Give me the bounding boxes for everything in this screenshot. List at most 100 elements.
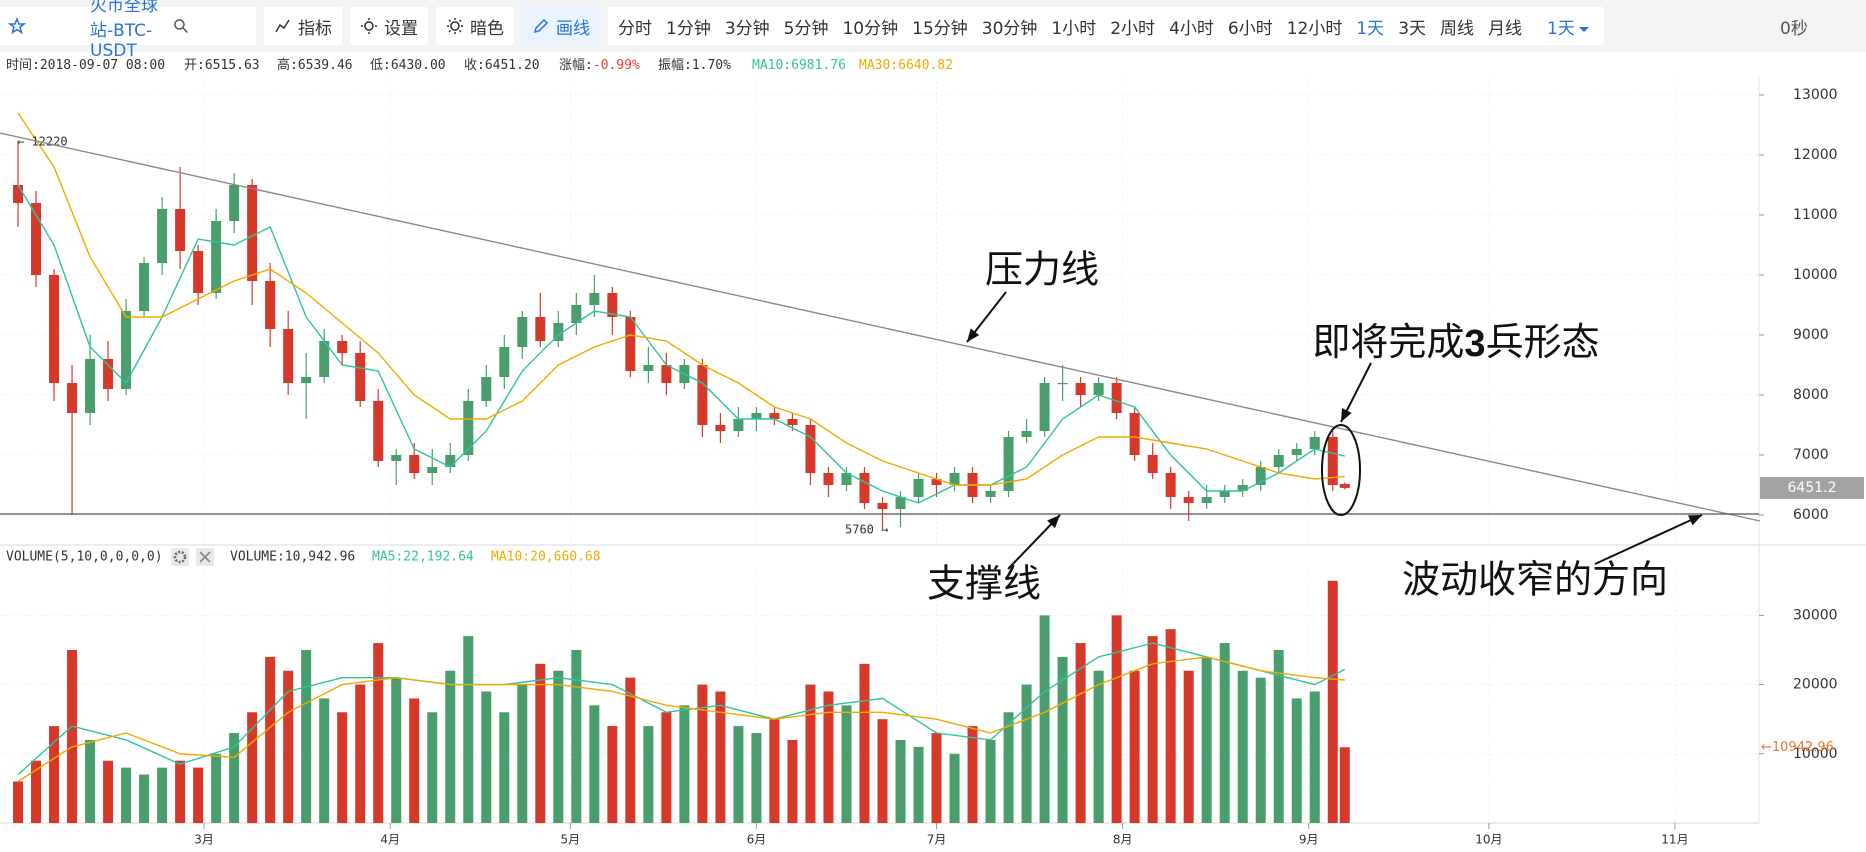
interval-button[interactable]: 3分钟 <box>724 18 770 39</box>
candle-body <box>1003 437 1014 491</box>
arrow-head <box>1047 515 1060 529</box>
interval-button[interactable]: 周线 <box>1440 18 1475 39</box>
info-value: 1.70% <box>692 58 731 73</box>
tool-button[interactable]: 暗色 <box>436 7 514 45</box>
interval-button[interactable]: 12小时 <box>1286 18 1343 39</box>
candle-body <box>409 455 420 473</box>
candle-body <box>139 263 150 311</box>
info-label: 低: <box>370 58 391 73</box>
interval-button[interactable]: 月线 <box>1488 18 1523 39</box>
volume-bar <box>787 739 798 823</box>
candle-body <box>769 413 780 419</box>
low-label: 5760 → <box>845 523 888 537</box>
candle-body <box>193 251 204 293</box>
candle-body <box>1339 484 1350 488</box>
icon <box>532 17 550 35</box>
price-tag: 6451.2 <box>1788 480 1837 496</box>
y-tick-label: 13000 <box>1793 87 1838 103</box>
candle-body <box>85 359 96 413</box>
candle-body <box>247 185 258 281</box>
candle-body <box>121 311 132 389</box>
interval-button[interactable]: 分时 <box>618 18 652 39</box>
tool-button[interactable]: 指标 <box>264 7 342 45</box>
volume-bar <box>607 726 618 823</box>
candle-body <box>1075 383 1086 395</box>
ma-line <box>17 112 1345 486</box>
close-icon[interactable] <box>196 548 214 566</box>
arrow <box>1594 514 1703 565</box>
volume-bar <box>391 677 402 823</box>
interval-button[interactable]: 2小时 <box>1110 18 1156 39</box>
info-label: 高: <box>277 57 298 73</box>
interval-button[interactable]: 1分钟 <box>666 18 711 39</box>
settings-icon[interactable] <box>171 548 189 566</box>
volume-bar <box>265 656 276 823</box>
x-tick-label: 10月 <box>1475 833 1502 847</box>
interval-button[interactable]: 5分钟 <box>783 18 829 39</box>
interval-button[interactable]: 15分钟 <box>912 18 968 39</box>
resistance-line <box>0 132 1761 522</box>
icon <box>360 17 378 35</box>
volume-bar <box>121 767 132 823</box>
volume-bar <box>985 739 996 823</box>
pattern-note-part: 即将完成 <box>1312 322 1464 364</box>
volume-bar <box>1327 580 1338 823</box>
interval-dropdown[interactable]: 1天 <box>1529 14 1601 39</box>
interval-button[interactable]: 6小时 <box>1227 18 1273 39</box>
interval-button[interactable]: 10分钟 <box>842 18 899 39</box>
volume-bar <box>427 712 438 823</box>
candle-body <box>211 221 222 293</box>
interval-button[interactable]: 1小时 <box>1051 18 1097 39</box>
tool-button[interactable]: 画线 <box>522 7 600 45</box>
candle-body <box>1021 431 1032 437</box>
annotation: 压力线 <box>985 250 1099 292</box>
y-tick-label: 10000 <box>1793 746 1838 762</box>
candle-body <box>697 365 708 425</box>
volume-bar <box>1021 684 1032 823</box>
interval-group: 分时 1分钟 3分钟 5分钟 10分钟 15分钟 30分钟 1小时 2小时 4小时 6小时 12小时 1… <box>608 7 1604 45</box>
candle-body <box>1111 383 1122 413</box>
y-tick-label: 8000 <box>1793 387 1829 403</box>
volume-bar <box>463 636 474 823</box>
volume-bar <box>499 712 510 823</box>
volume-bar <box>481 691 492 823</box>
volume-bar <box>697 684 708 823</box>
symbol: 火币全球站-BTC-USDT <box>90 0 158 61</box>
tool-label: 设置 <box>384 18 418 39</box>
volume-bar <box>895 739 906 823</box>
interval-button[interactable]: 3天 <box>1398 18 1427 39</box>
candle-body <box>913 479 924 497</box>
candle-body <box>373 401 384 461</box>
candle-body <box>1219 491 1230 497</box>
candle-body <box>877 503 888 509</box>
candle-body <box>31 203 42 275</box>
icon <box>446 17 464 35</box>
interval-button[interactable]: 4小时 <box>1169 18 1214 39</box>
info-value: -0.99% <box>593 58 640 73</box>
candle-body <box>49 275 60 383</box>
candle-body <box>283 329 294 383</box>
volume-bar <box>679 705 690 823</box>
tool-button[interactable]: 设置 <box>350 7 428 45</box>
tool-label: 暗色 <box>470 18 504 39</box>
volume-bar <box>31 760 42 823</box>
candle-body <box>661 365 672 383</box>
ohlc-info: 时间:2018-09-07 08:00 开:6515.63 高:6539.46 低:6… <box>6 57 953 73</box>
volume-bar <box>769 719 780 823</box>
volume-header: MA10:20,660.68 <box>491 550 601 565</box>
candle-body <box>1039 383 1050 431</box>
candle-body <box>319 341 330 377</box>
ma-line <box>17 184 1345 504</box>
y-tick-label: 10000 <box>1793 267 1838 283</box>
candle-body <box>301 377 312 383</box>
volume-bar <box>67 649 78 823</box>
interval-button[interactable]: 1天 <box>1356 18 1385 39</box>
pattern-note-part: 兵形态 <box>1486 322 1600 364</box>
interval-button[interactable]: 30分钟 <box>981 18 1038 39</box>
y-tick-label: 7000 <box>1793 447 1829 463</box>
search-box[interactable]: 火币全球站-BTC-USDT <box>0 0 256 61</box>
volume-bar <box>139 774 150 823</box>
info-label: 时间: <box>6 58 40 73</box>
volume-bar <box>175 760 186 823</box>
